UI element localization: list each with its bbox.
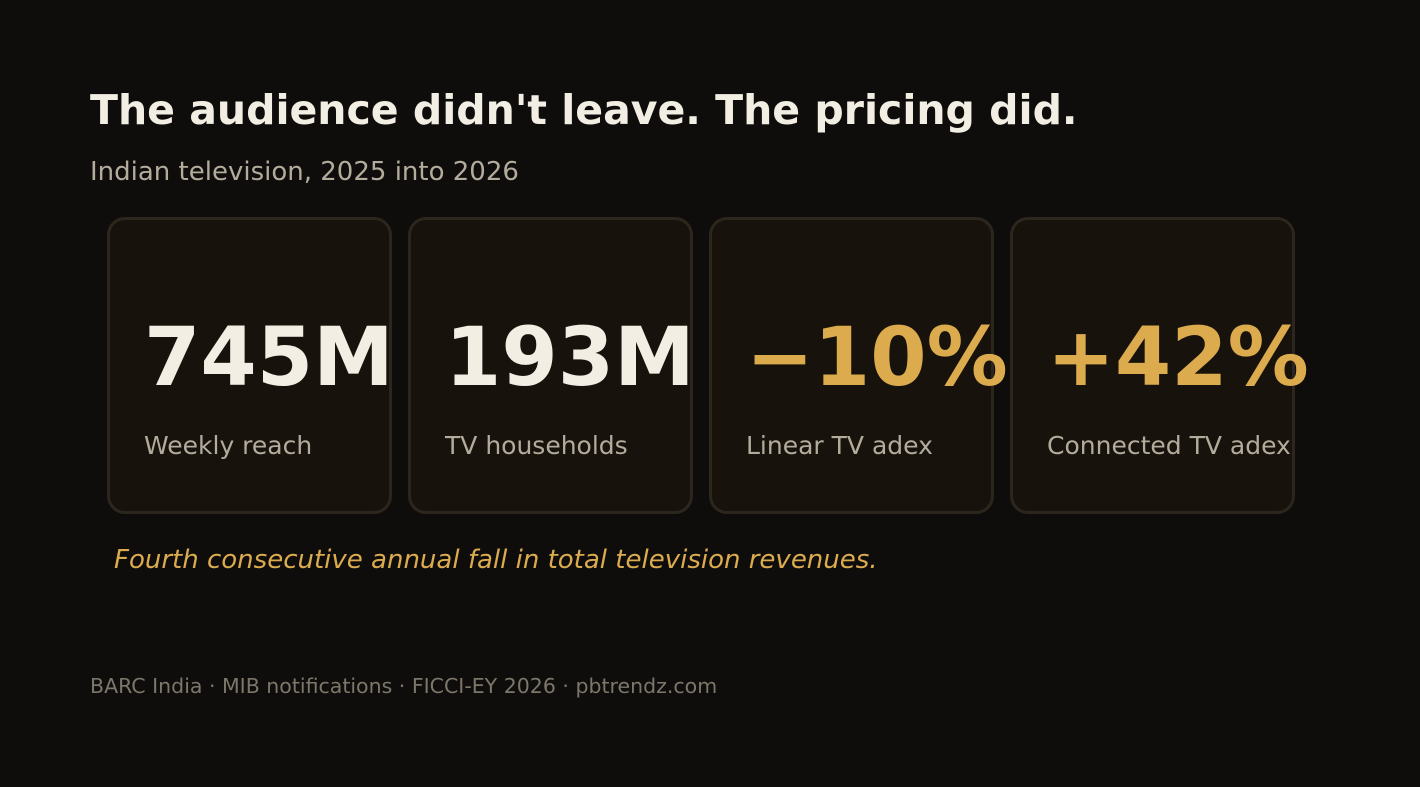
stat-label: Weekly reach bbox=[144, 431, 313, 460]
stat-label: Linear TV adex bbox=[746, 431, 933, 460]
stat-card-connected-tv-adex: +42% Connected TV adex bbox=[1010, 217, 1309, 514]
stat-card-tv-households: 193M TV households bbox=[408, 217, 695, 514]
stat-value: 193M bbox=[445, 311, 695, 405]
source-credits: BARC India · MIB notifications · FICCI-E… bbox=[90, 674, 718, 698]
callout-note: Fourth consecutive annual fall in total … bbox=[114, 545, 878, 575]
stat-value: −10% bbox=[746, 311, 1008, 405]
stat-card-linear-tv-adex: −10% Linear TV adex bbox=[709, 217, 1008, 514]
stat-card-weekly-reach: 745M Weekly reach bbox=[107, 217, 394, 514]
stat-value: 745M bbox=[144, 311, 394, 405]
stat-label: Connected TV adex bbox=[1047, 431, 1291, 460]
page-subtitle: Indian television, 2025 into 2026 bbox=[90, 157, 519, 187]
stat-value: +42% bbox=[1047, 311, 1309, 405]
page-title: The audience didn't leave. The pricing d… bbox=[90, 86, 1078, 134]
stat-label: TV households bbox=[445, 431, 628, 460]
